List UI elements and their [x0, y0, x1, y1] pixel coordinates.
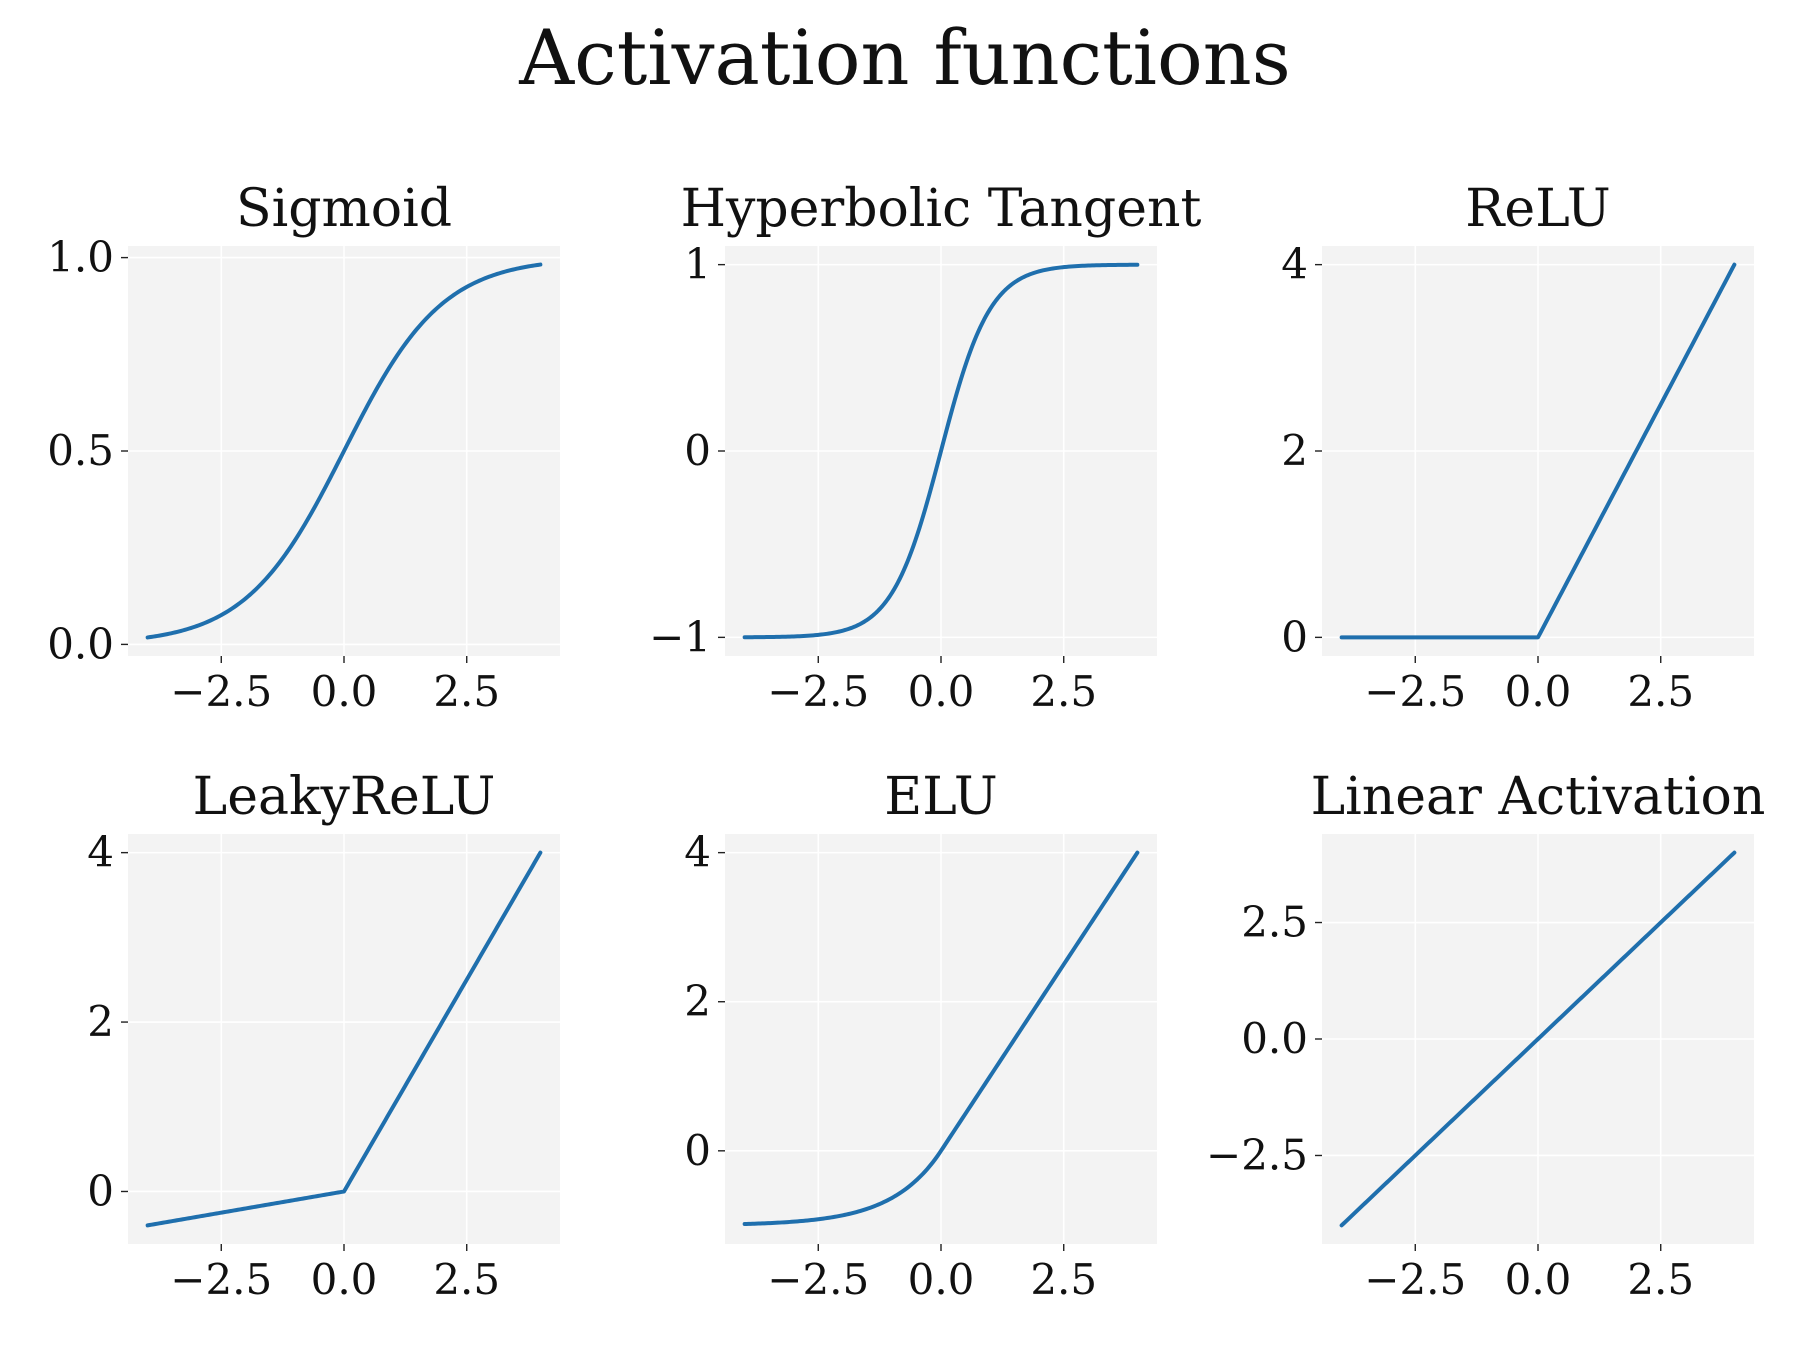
x-tick-label: −2.5 [1364, 1255, 1466, 1304]
y-tick-label: 0.5 [47, 426, 114, 475]
x-tick-label: −2.5 [767, 1255, 869, 1304]
series-line [1339, 850, 1737, 1228]
x-tick-label: 0.0 [908, 667, 975, 716]
subplot-sigmoid: −2.5 0.0 2.5 0.0 0.5 1.0 Sigmoid [47, 179, 560, 716]
subplot-title: ELU [884, 767, 997, 827]
x-tick-label: 2.5 [1030, 1255, 1097, 1304]
y-tick-label: 2 [87, 997, 114, 1046]
x-tick-label: −2.5 [170, 1255, 272, 1304]
subplot-title: LeakyReLU [193, 767, 496, 827]
subplot-title: Linear Activation [1311, 767, 1766, 827]
subplot-title: Sigmoid [236, 179, 452, 239]
x-tick-label: 2.5 [433, 1255, 500, 1304]
series-line [1339, 262, 1737, 640]
y-tick-label: 0 [87, 1166, 114, 1215]
y-tick-label: 0.0 [47, 619, 114, 668]
x-tick-label: 0.0 [311, 1255, 378, 1304]
y-tick-label: 4 [684, 828, 711, 877]
subplot-leaky-relu: −2.5 0.0 2.5 0 2 4 LeakyReLU [87, 767, 560, 1304]
y-tick-label: 1.0 [47, 233, 114, 282]
x-tick-label: −2.5 [767, 667, 869, 716]
subplot-linear: −2.5 0.0 2.5 −2.5 0.0 2.5 Linear Activation [1206, 767, 1765, 1304]
subplot-elu: −2.5 0.0 2.5 0 2 4 ELU [684, 767, 1157, 1304]
subplot-relu: −2.5 0.0 2.5 0 2 4 ReLU [1281, 179, 1754, 716]
y-tick-label: 2.5 [1241, 898, 1308, 947]
y-tick-label: 0 [684, 426, 711, 475]
y-tick-label: −2.5 [1206, 1130, 1308, 1179]
x-tick-label: 2.5 [1627, 1255, 1694, 1304]
y-tick-label: 4 [1281, 240, 1308, 289]
y-tick-label: 0 [684, 1126, 711, 1175]
y-tick-label: 2 [684, 977, 711, 1026]
x-tick-label: −2.5 [170, 667, 272, 716]
figure-title: Activation functions [518, 13, 1290, 102]
y-tick-label: 0.0 [1241, 1014, 1308, 1063]
x-tick-label: 0.0 [311, 667, 378, 716]
x-tick-label: 2.5 [433, 667, 500, 716]
subplot-title: Hyperbolic Tangent [681, 179, 1202, 239]
series-line [145, 850, 543, 1228]
x-tick-label: 0.0 [1505, 667, 1572, 716]
x-tick-label: 0.0 [908, 1255, 975, 1304]
x-tick-label: 0.0 [1505, 1255, 1572, 1304]
series-line [145, 262, 543, 640]
subplot-title: ReLU [1465, 179, 1610, 239]
x-tick-label: 2.5 [1030, 667, 1097, 716]
x-tick-label: 2.5 [1627, 667, 1694, 716]
y-tick-label: 1 [684, 240, 711, 289]
series-line [742, 850, 1140, 1226]
series-line [742, 262, 1140, 640]
y-tick-label: −1 [649, 612, 711, 661]
subplot-grid: −2.5 0.0 2.5 0.0 0.5 1.0 Sigmoid −2.5 0.0 2.5 −1 0 1… [47, 179, 1765, 1304]
y-tick-label: 2 [1281, 426, 1308, 475]
y-tick-label: 0 [1281, 612, 1308, 661]
x-tick-label: −2.5 [1364, 667, 1466, 716]
y-tick-label: 4 [87, 828, 114, 877]
